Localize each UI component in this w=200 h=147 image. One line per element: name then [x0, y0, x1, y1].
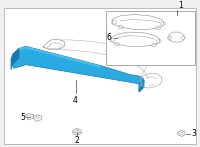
- Text: 6: 6: [106, 33, 111, 42]
- Text: 5: 5: [20, 112, 25, 122]
- Polygon shape: [11, 46, 144, 84]
- Text: 2: 2: [75, 136, 79, 145]
- Polygon shape: [139, 80, 144, 92]
- Polygon shape: [139, 80, 144, 92]
- Polygon shape: [19, 46, 100, 67]
- Text: 1: 1: [178, 1, 183, 10]
- Text: 3: 3: [191, 130, 196, 138]
- Bar: [106, 11, 195, 65]
- Polygon shape: [11, 48, 19, 70]
- Text: 4: 4: [73, 96, 77, 105]
